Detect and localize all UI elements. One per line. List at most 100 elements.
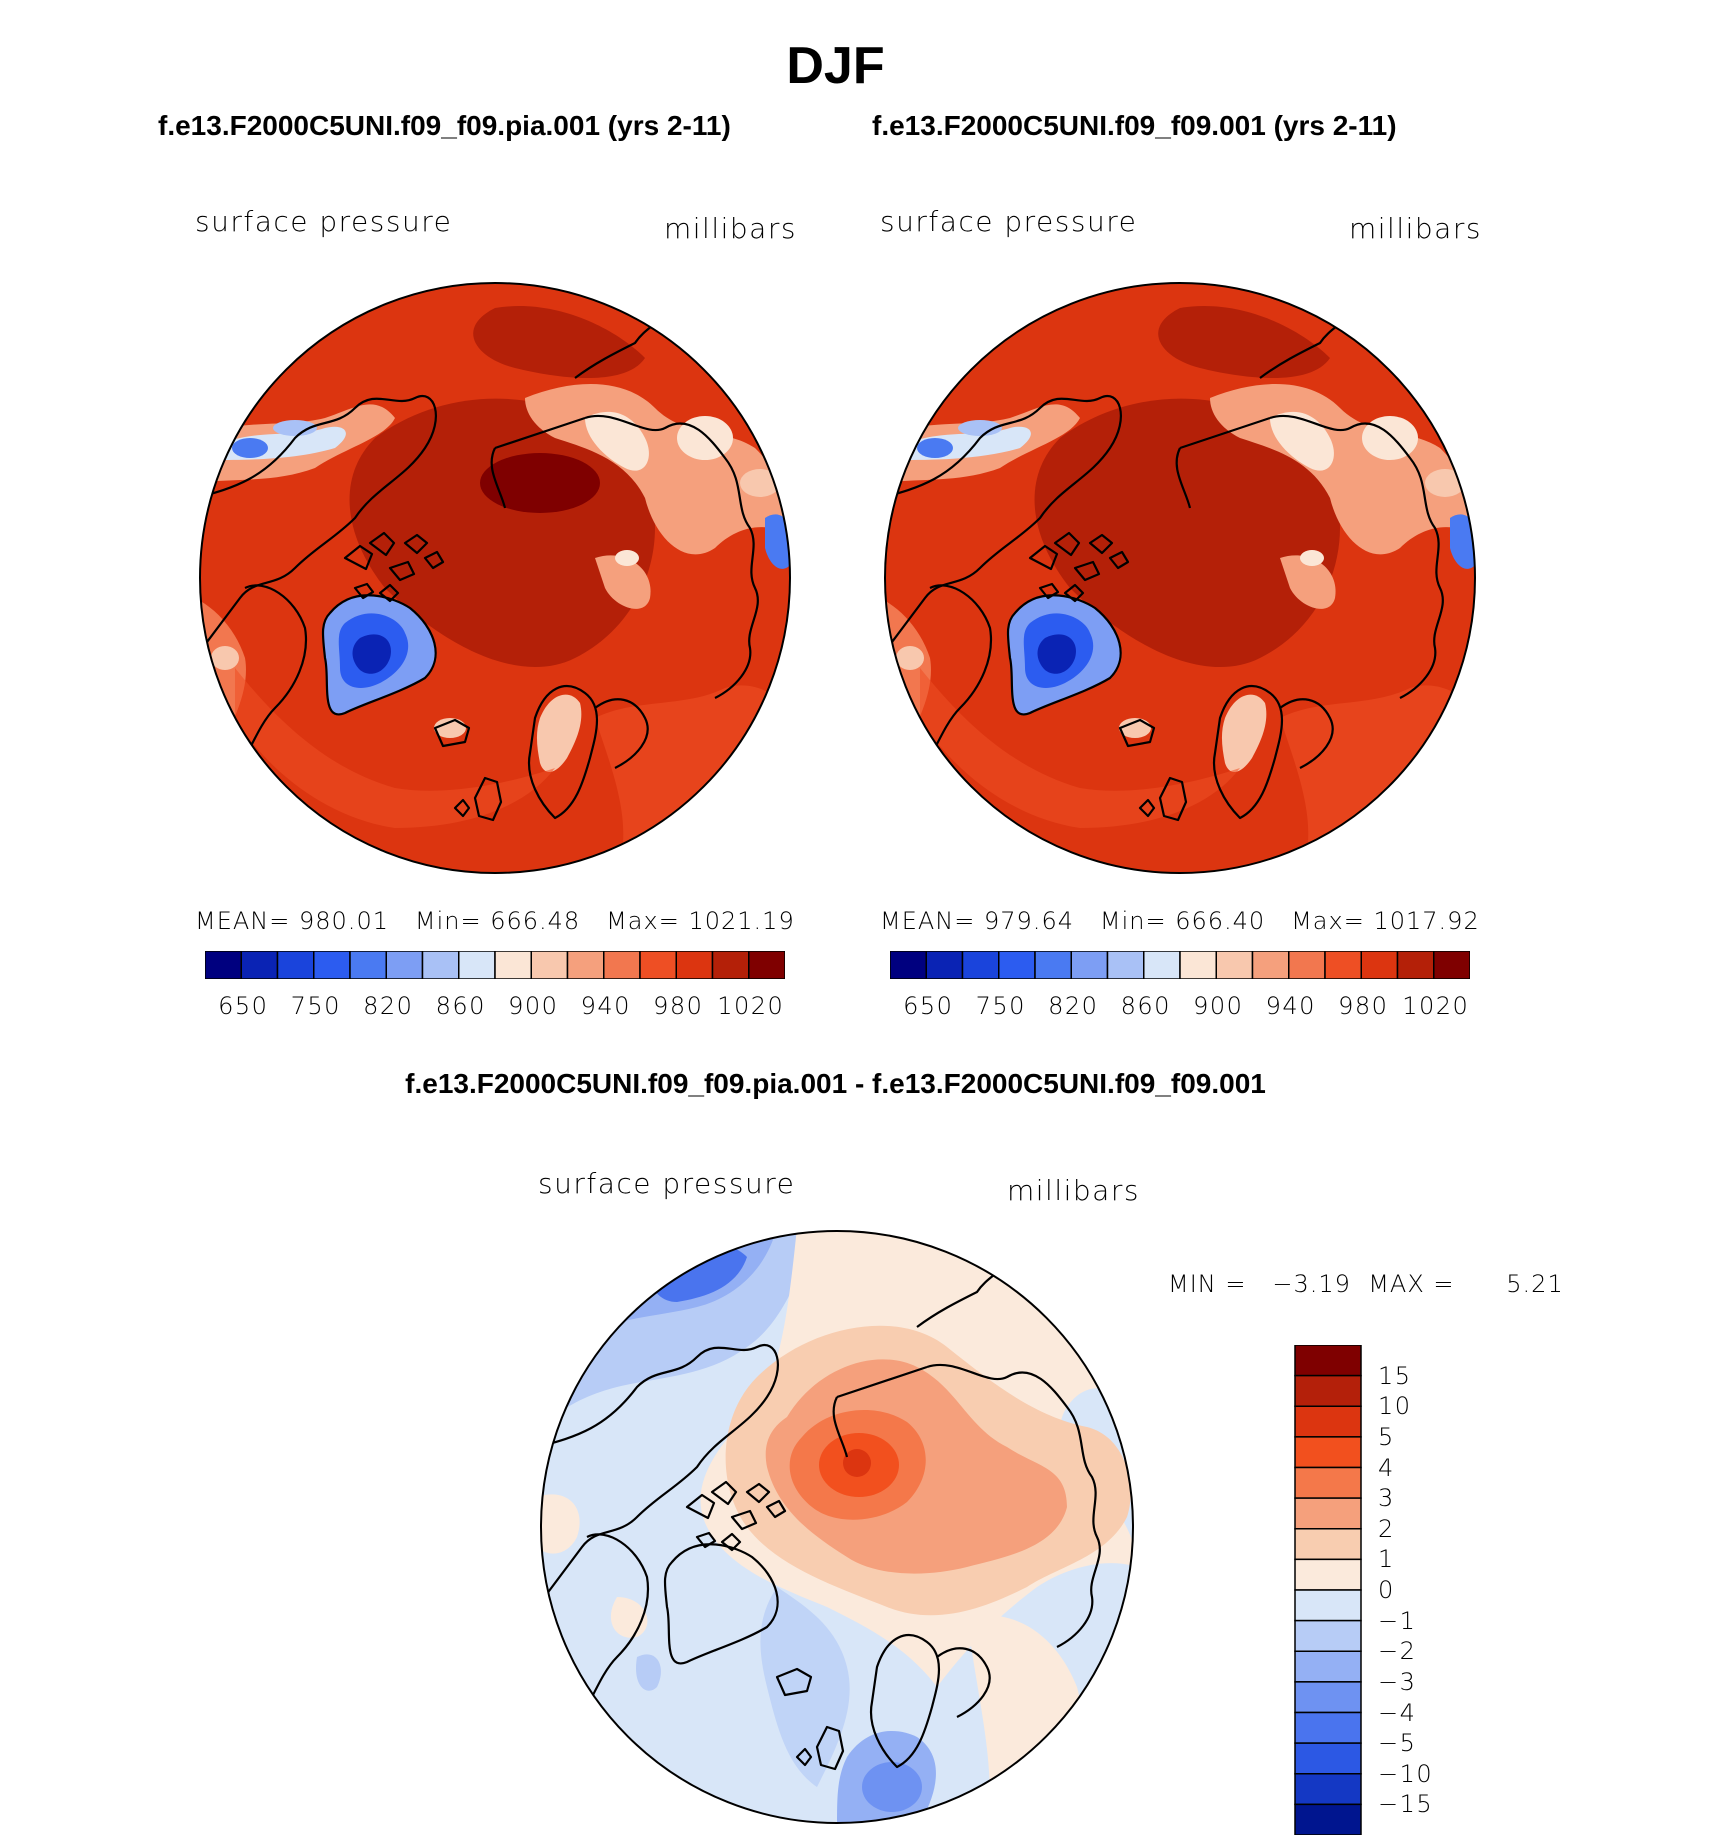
panel-1-colorbar-swatch (458, 951, 496, 979)
panel-2-colorbar-tick-label: 980 (1338, 992, 1389, 1020)
difference-colorbar-swatch (1294, 1405, 1362, 1438)
panel-1-colorbar-swatch (711, 951, 750, 979)
difference-colorbar-tick-label: −3 (1378, 1667, 1417, 1696)
panel-2-units-label: millibars (1349, 212, 1482, 245)
panel-1-case-title: f.e13.F2000C5UNI.f09_f09.pia.001 (yrs 2-… (158, 110, 731, 141)
panel-2-min-label: Min= (1099, 907, 1167, 935)
difference-colorbar-tick-label: −1 (1378, 1606, 1417, 1635)
panel-2-colorbar-tick-label: 820 (1048, 992, 1099, 1020)
difference-min-label: MIN = (1168, 1270, 1247, 1298)
difference-colorbar-tick-label: 5 (1378, 1422, 1395, 1451)
panel-1-colorbar-tick-label: 750 (290, 992, 341, 1020)
difference-max-label: MAX = (1368, 1270, 1455, 1298)
panel-2-case-title: f.e13.F2000C5UNI.f09_f09.001 (yrs 2-11) (872, 110, 1397, 141)
panel-2-colorbar-ticks: 650 750 820 860 900 940 980 1020 (890, 992, 1470, 1022)
panel-1-units-label: millibars (664, 212, 797, 245)
panel-2-max-label: Max= (1291, 907, 1365, 935)
panel-2-mean-label: MEAN= (880, 907, 976, 935)
panel-1-colorbar-swatch (205, 951, 242, 979)
panel-2-stats: MEAN= 979.64 Min= 666.40 Max= 1017.92 (880, 907, 1480, 935)
difference-colorbar-tick-label: 2 (1378, 1514, 1395, 1543)
panel-1-colorbar-swatch (494, 951, 532, 979)
panel-2-colorbar-tick-label: 750 (975, 992, 1026, 1020)
difference-colorbar-swatch (1294, 1466, 1362, 1499)
difference-colorbar-swatch (1294, 1589, 1362, 1622)
difference-colorbar-swatch (1294, 1681, 1362, 1714)
panel-1-colorbar (205, 951, 785, 979)
difference-colorbar-swatch (1294, 1374, 1362, 1407)
panel-2-colorbar-swatch (890, 951, 927, 979)
difference-colorbar-tick-label: 3 (1378, 1484, 1395, 1513)
difference-colorbar-swatch (1294, 1773, 1362, 1806)
panel-2-variable-label: surface pressure (880, 205, 1138, 238)
panel-2-colorbar-swatch (1034, 951, 1072, 979)
panel-2-colorbar-swatch (1179, 951, 1217, 979)
panel-2-colorbar-swatch (1433, 951, 1470, 979)
difference-variable-label: surface pressure (538, 1167, 796, 1200)
panel-2-colorbar-swatch (1215, 951, 1254, 979)
panel-1-colorbar-tick-label: 820 (363, 992, 414, 1020)
panel-2-colorbar-swatch (1288, 951, 1326, 979)
panel-1-colorbar-swatch (313, 951, 351, 979)
difference-colorbar-swatch (1294, 1497, 1362, 1530)
difference-colorbar-swatch (1294, 1528, 1362, 1561)
panel-1-colorbar-swatch (603, 951, 641, 979)
panel-1-colorbar-tick-label: 900 (508, 992, 559, 1020)
difference-colorbar-tick-label: −2 (1378, 1637, 1417, 1666)
difference-colorbar-swatch (1294, 1436, 1362, 1469)
difference-colorbar-tick-label: 4 (1378, 1453, 1395, 1482)
panel-1-colorbar-swatch (530, 951, 569, 979)
panel-2-colorbar-swatch (1251, 951, 1290, 979)
panel-1-stats: MEAN= 980.01 Min= 666.48 Max= 1021.19 (195, 907, 795, 935)
panel-1-min-label: Min= (414, 907, 482, 935)
difference-colorbar-swatch (1294, 1803, 1362, 1835)
panel-1-max-label: Max= (606, 907, 680, 935)
panel-1-colorbar-tick-label: 940 (580, 992, 631, 1020)
difference-polar-map (540, 1230, 1134, 1824)
figure-title: DJF (786, 37, 885, 95)
difference-colorbar-tick-label: −4 (1378, 1698, 1417, 1727)
panel-1-colorbar-swatch (385, 951, 424, 979)
panel-2-colorbar-tick-label: 900 (1193, 992, 1244, 1020)
panel-2-mean-value: 979.64 (984, 907, 1074, 935)
difference-colorbar-tick-label: −5 (1378, 1729, 1417, 1758)
difference-colorbar-swatch (1294, 1619, 1362, 1652)
panel-1-colorbar-tick-label: 980 (653, 992, 704, 1020)
panel-1-min-value: 666.48 (490, 907, 581, 935)
panel-1-colorbar-swatch (566, 951, 605, 979)
panel-1-colorbar-swatch (748, 951, 785, 979)
difference-colorbar-tick-label: 15 (1378, 1361, 1412, 1390)
panel-2-colorbar-swatch (1324, 951, 1362, 979)
panel-2-colorbar-swatch (998, 951, 1036, 979)
panel-1-variable-label: surface pressure (195, 205, 453, 238)
panel-1-mean-label: MEAN= (195, 907, 291, 935)
panel-1-colorbar-swatch (240, 951, 279, 979)
difference-min-value: −3.19 (1272, 1270, 1351, 1298)
difference-colorbar-tick-label: 10 (1378, 1392, 1412, 1421)
panel-2-colorbar (890, 951, 1470, 979)
panel-1-polar-map (199, 282, 791, 874)
panel-2-colorbar-tick-label: 650 (903, 992, 954, 1020)
difference-max-value: 5.21 (1506, 1270, 1564, 1298)
panel-1-colorbar-swatch (349, 951, 387, 979)
difference-colorbar-tick-label: −15 (1378, 1790, 1434, 1819)
panel-2-colorbar-swatch (1360, 951, 1399, 979)
difference-colorbar-swatch (1294, 1558, 1362, 1591)
difference-colorbar-swatch (1294, 1742, 1362, 1775)
panel-1-colorbar-swatch (675, 951, 714, 979)
panel-1-colorbar-tick-label: 860 (435, 992, 486, 1020)
panel-2-colorbar-swatch (1070, 951, 1109, 979)
difference-minmax: MIN = −3.19 MAX = 5.21 (1168, 1270, 1564, 1298)
difference-colorbar-tick-label: 0 (1378, 1576, 1395, 1604)
panel-1-colorbar-swatch (639, 951, 677, 979)
difference-colorbar-swatch (1294, 1345, 1362, 1377)
panel-1-colorbar-swatch (276, 951, 315, 979)
panel-1-colorbar-tick-label: 650 (218, 992, 269, 1020)
panel-2-colorbar-swatch (1143, 951, 1181, 979)
panel-2-polar-map (884, 282, 1476, 874)
panel-1-colorbar-ticks: 650 750 820 860 900 940 980 1020 (205, 992, 785, 1022)
panel-1-max-value: 1021.19 (688, 907, 795, 935)
difference-colorbar-swatch (1294, 1711, 1362, 1744)
panel-1-colorbar-swatch (421, 951, 460, 979)
panel-1-colorbar-tick-label: 1020 (717, 992, 785, 1020)
